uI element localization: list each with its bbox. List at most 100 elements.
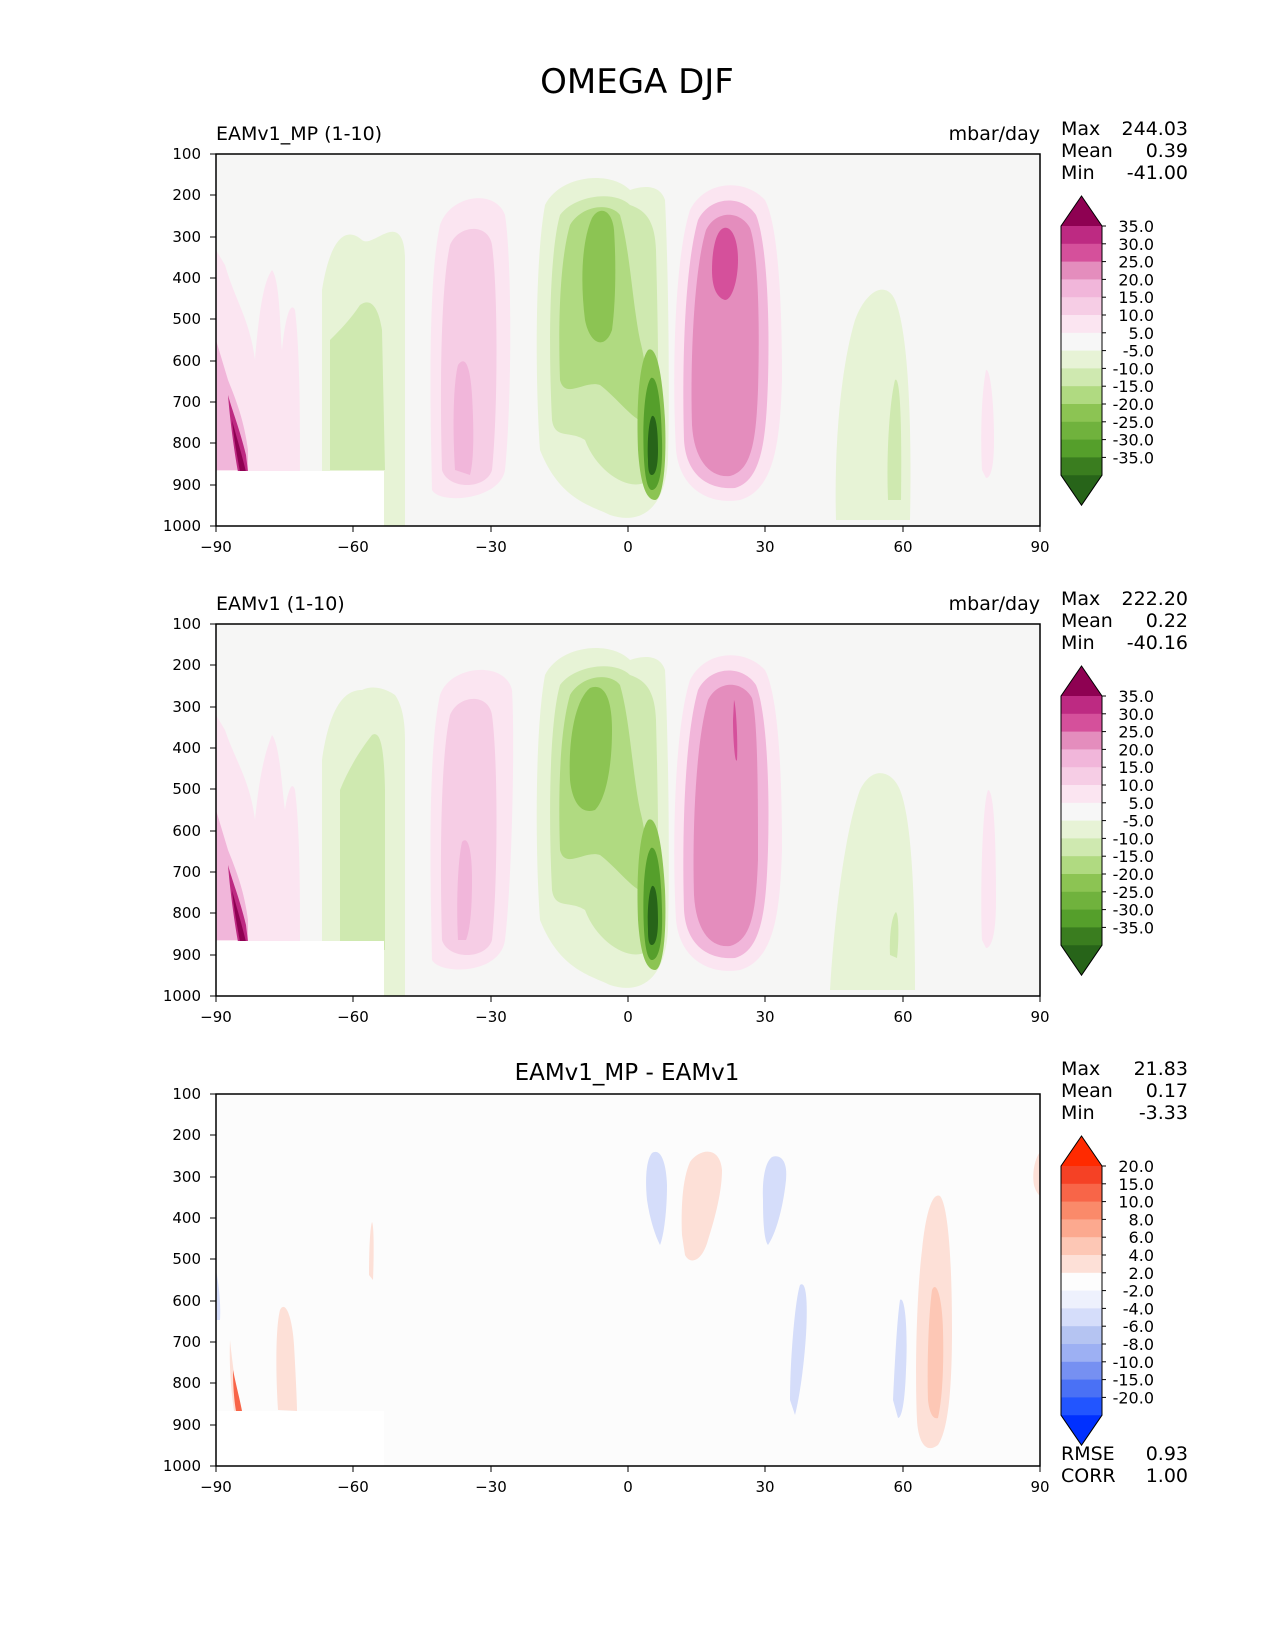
panel-1-ytick-label: 700 [172,393,201,411]
panel-2-sh-peak-pos [232,890,246,942]
panel-2-min-value: -40.16 [1127,632,1188,654]
colorbar-swatch [1061,856,1102,875]
panel-1-y-axis: 100 200 300 400 500 600 700 800 900 1000 [163,145,216,535]
panel-1-ytick-label: 400 [172,269,201,287]
colorbar-label: 20.0 [1118,270,1154,289]
panel-1: EAMv1_MP (1-10) mbar/day [163,118,1188,556]
colorbar-label: 20.0 [1118,1157,1154,1176]
colorbar-swatch [1061,1361,1102,1381]
panel-3-rmse-label: RMSE [1061,1443,1115,1465]
colorbar-swatch [1061,713,1102,733]
panel-3-ytick-700: 700 [172,1333,216,1351]
panel-1-xtick-neg30: −30 [475,526,507,556]
panel-3-colorbar: 20.015.010.08.06.04.02.0-2.0-4.0-6.0-8.0… [1060,1135,1154,1447]
panel-1-nh-pos-core [712,227,738,300]
panel-1-ytick-label: 600 [172,352,201,370]
colorbar-swatch [1061,1344,1102,1363]
panel-1-xtick-label: 30 [755,538,774,556]
colorbar-label: -5.0 [1123,812,1154,831]
panel-2-ytick-label: 400 [172,739,201,757]
panel-2-nh-neg-patch [889,912,899,958]
panel-2-title: EAMv1 (1-10) [216,593,345,615]
panel-1-ytick-1000: 1000 [163,517,216,535]
panel-1-units: mbar/day [949,123,1040,145]
colorbar-label: -15.0 [1113,1371,1154,1390]
panel-3-ytick-label: 900 [172,1416,201,1434]
colorbar-label: -15.0 [1113,847,1154,866]
panel-2-ytick-700: 700 [172,863,216,881]
panel-1-title: EAMv1_MP (1-10) [216,123,382,145]
panel-3: EAMv1_MP - EAMv1 100 200 300 400 500 [163,1058,1188,1496]
colorbar-label: -4.0 [1123,1299,1154,1318]
panel-1-pos-band-30s-core [453,361,474,475]
colorbar-label: -25.0 [1113,413,1154,432]
panel-1-max-label: Max [1061,118,1100,140]
colorbar-label: -25.0 [1113,883,1154,902]
colorbar-swatch [1061,838,1102,857]
colorbar-label: 15.0 [1118,1175,1154,1194]
panel-2-ytick-200: 200 [172,656,216,674]
panel-2-xtick-label: −60 [337,1008,369,1026]
colorbar-label: 35.0 [1118,217,1154,236]
panel-2-xtick-label: −30 [475,1008,507,1026]
panel-2-ytick-800: 800 [172,904,216,922]
panel-3-ytick-label: 600 [172,1292,201,1310]
panel-2-xtick-label: 90 [1030,1008,1049,1026]
colorbar-label: -20.0 [1113,395,1154,414]
panel-1-x-axis: −90 −60 −30 0 30 60 90 [200,526,1050,556]
panel-1-ytick-500: 500 [172,310,216,328]
panel-1-land-mask [216,471,384,526]
panel-3-far-north-pos [1033,1152,1040,1196]
panel-3-plot-area [215,1093,1041,1467]
panel-2-xtick-60: 60 [893,996,913,1026]
panel-3-corr-value: 1.00 [1146,1465,1188,1487]
panel-1-stats: Max 244.03 Mean 0.39 Min -41.00 [1061,118,1188,184]
panel-1-xtick-90: 90 [1030,526,1050,556]
panel-3-ytick-label: 700 [172,1333,201,1351]
panel-3-ytick-600: 600 [172,1292,216,1310]
panel-3-xtick-30: 30 [755,1466,775,1496]
panel-3-xtick-label: 0 [623,1478,633,1496]
colorbar-swatch [1061,767,1102,786]
panel-1-xtick-30: 30 [755,526,775,556]
panel-2-far-north-pos [981,790,996,948]
panel-2-ytick-1000: 1000 [163,987,216,1005]
panel-3-xtick-label: 90 [1030,1478,1049,1496]
panel-1-tropical-neg-core [582,210,616,343]
colorbar-swatch [1061,802,1102,822]
panel-3-ytick-label: 500 [172,1250,201,1268]
colorbar-swatch [1061,1326,1102,1345]
panel-1-ytick-label: 800 [172,434,201,452]
colorbar-label: 10.0 [1118,1193,1154,1212]
colorbar-swatch [1061,785,1102,804]
panel-3-y-axis: 100 200 300 400 500 600 700 800 900 1000 [163,1085,216,1475]
panel-1-nh-neg-core [887,379,902,500]
panel-2-pos-band-30s-core [457,840,472,940]
panel-1-xtick-label: 90 [1030,538,1049,556]
panel-3-xtick-label: 60 [893,1478,912,1496]
panel-3-land-mask [216,1411,384,1466]
panel-3-nh-neg-2 [893,1299,907,1418]
colorbar-label: -30.0 [1113,431,1154,450]
panel-3-xtick-label: −30 [475,1478,507,1496]
panel-2-ytick-500: 500 [172,780,216,798]
panel-2-ytick-100: 100 [172,615,216,633]
panel-1-xtick-60: 60 [893,526,913,556]
panel-1-xtick-neg90: −90 [200,526,232,556]
panel-1-mean-value: 0.39 [1146,140,1188,162]
panel-2-xtick-30: 30 [755,996,775,1026]
panel-2-max-label: Max [1061,588,1100,610]
panel-2-pos-band-30s-inner [440,698,497,955]
panel-3-sh-pos-patch [276,1306,297,1411]
colorbar-swatch [1061,1201,1102,1220]
panel-3-xtick-neg30: −30 [475,1466,507,1496]
colorbar-swatch [1061,1272,1102,1292]
colorbar-swatch [1061,820,1102,839]
colorbar-label: -8.0 [1123,1335,1154,1354]
colorbar-label: -20.0 [1113,1388,1154,1407]
panel-3-xtick-neg90: −90 [200,1466,232,1496]
panel-2-xtick-neg30: −30 [475,996,507,1026]
panel-2-xtick-label: 60 [893,1008,912,1026]
panel-3-nh-pos-inner [927,1286,944,1419]
panel-2-ytick-label: 800 [172,904,201,922]
